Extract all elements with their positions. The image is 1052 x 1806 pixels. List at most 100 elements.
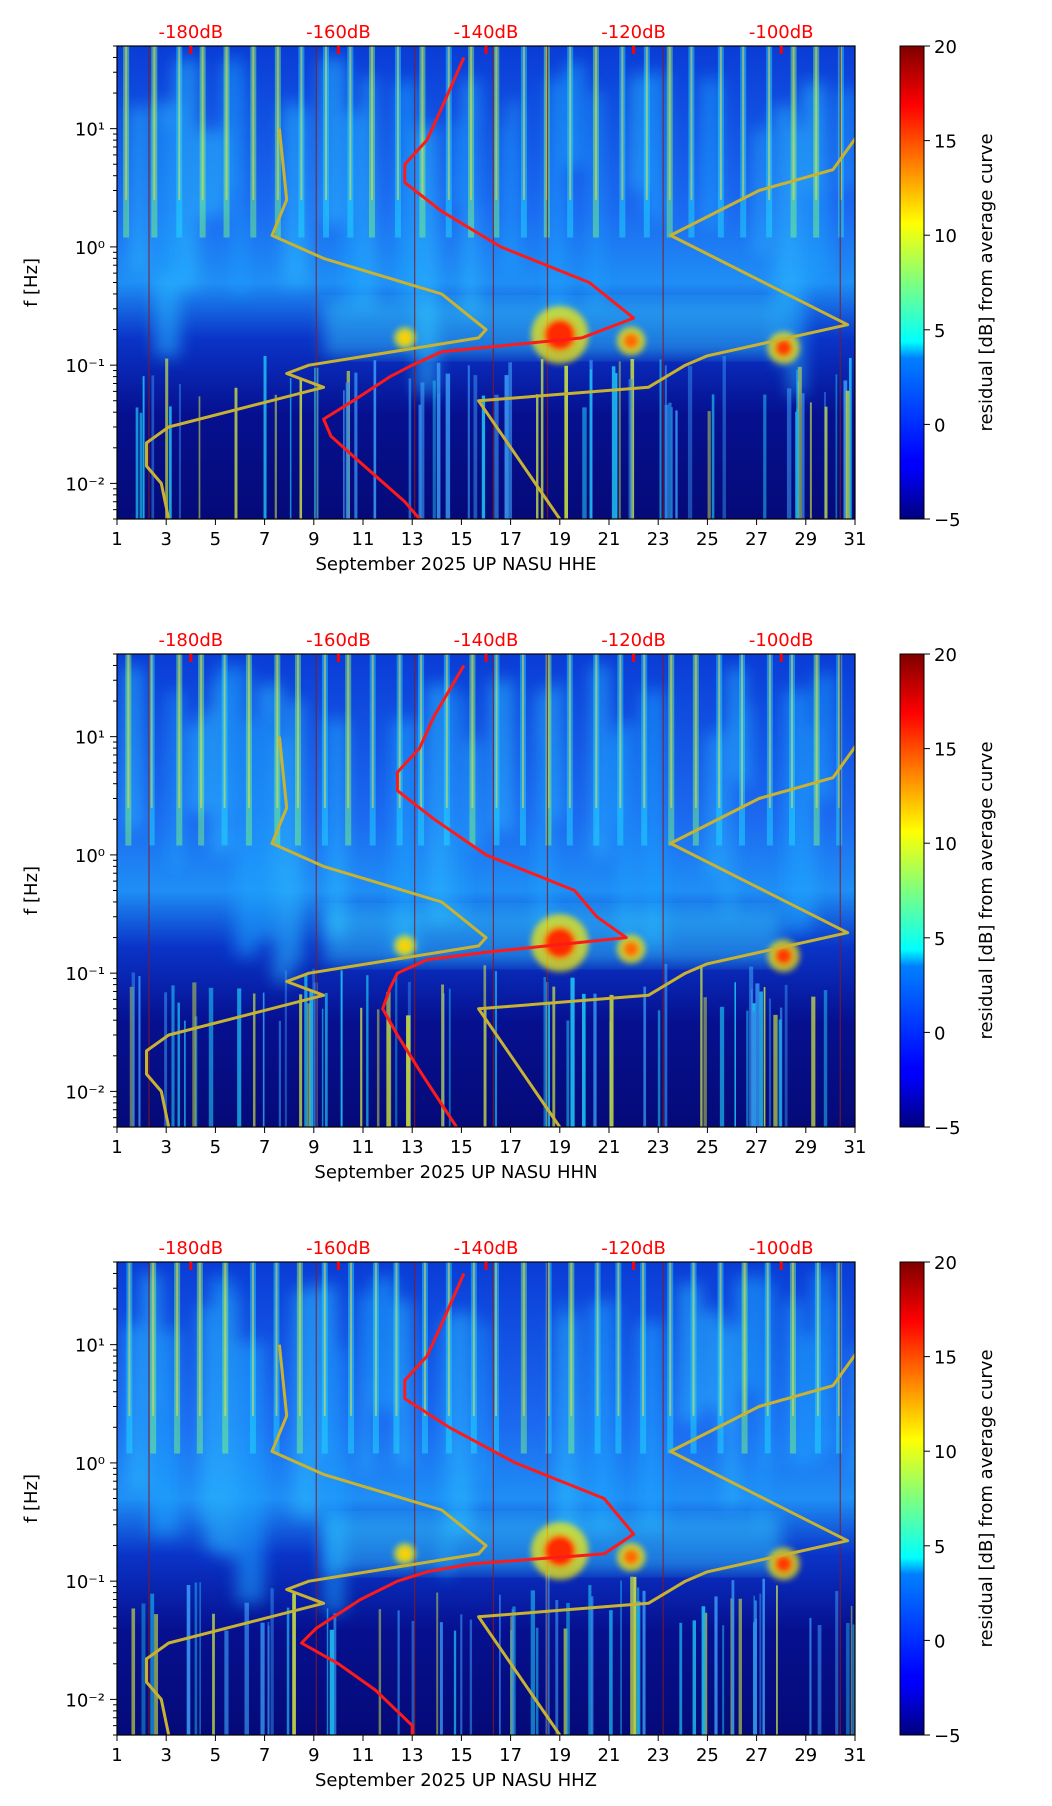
lf-streak — [823, 990, 828, 1127]
x-axis-label: September 2025 UP NASU HHE — [315, 554, 596, 575]
lf-streak — [178, 383, 181, 519]
hf-column-core — [495, 654, 498, 808]
lf-streak — [177, 1002, 180, 1127]
colorbar-tick-label: 5 — [934, 929, 945, 950]
texture-band — [234, 75, 246, 294]
x-tick-label: 23 — [647, 529, 670, 550]
lf-streak — [432, 380, 436, 519]
x-tick-label: 17 — [499, 1745, 522, 1766]
x-tick-label: 11 — [352, 1137, 375, 1158]
hf-column-core — [719, 1262, 722, 1416]
lf-streak — [460, 1614, 463, 1735]
lf-streak — [312, 968, 315, 1127]
lf-streak — [589, 369, 593, 519]
lf-streak — [664, 963, 668, 1127]
reference-curve — [477, 136, 855, 519]
lf-streak — [566, 1020, 570, 1127]
colorbar: −5 0 5 10 15 20 residual [dB] from average cur… — [899, 1253, 997, 1747]
colorbar-tick-label: 0 — [934, 1631, 945, 1652]
reference-curve — [145, 1344, 488, 1735]
db-axis-label: -160dB — [306, 630, 371, 651]
lf-streak — [824, 406, 828, 519]
lf-streak — [299, 378, 303, 519]
y-axis-label: f [Hz] — [21, 1474, 42, 1523]
lf-streak — [636, 1600, 641, 1735]
x-tick-label: 19 — [548, 1745, 571, 1766]
lf-streak — [445, 373, 451, 519]
lf-streak — [418, 404, 422, 519]
lf-streak — [750, 988, 753, 1127]
colorbar-tick-label: 10 — [934, 834, 957, 855]
lf-streak — [395, 973, 398, 1127]
lf-streak — [657, 1010, 661, 1127]
lf-streak — [481, 395, 486, 519]
hf-column-core — [595, 654, 598, 808]
texture-band — [839, 89, 855, 188]
lf-streak — [846, 1623, 850, 1735]
texture-band — [700, 78, 721, 228]
lf-streak — [615, 373, 618, 519]
lf-streak — [564, 365, 569, 519]
texture-band — [129, 106, 148, 274]
lf-streak — [731, 1580, 735, 1735]
x-tick-label: 1 — [111, 1137, 122, 1158]
hf-column-core — [768, 46, 771, 200]
lf-streak — [483, 965, 487, 1127]
x-tick-label: 17 — [499, 1137, 522, 1158]
lf-streak — [535, 1627, 539, 1735]
x-tick-label: 27 — [745, 1137, 768, 1158]
low-frequency-streaks — [135, 355, 852, 519]
db-axis-label: -100dB — [749, 630, 814, 651]
lf-streak — [563, 1628, 568, 1735]
x-tick-label: 3 — [160, 529, 171, 550]
lf-streak — [508, 362, 513, 519]
lf-streak — [504, 375, 509, 519]
hf-column-core — [447, 1262, 450, 1416]
hf-column-core — [447, 46, 450, 200]
x-tick-label: 15 — [450, 1745, 473, 1766]
lf-streak — [552, 986, 556, 1127]
hf-column-core — [766, 1262, 769, 1416]
spectrogram-area — [117, 1262, 855, 1735]
hot-spot — [543, 1534, 576, 1567]
hf-column-core — [792, 46, 795, 200]
texture-band — [358, 114, 373, 208]
hot-spot — [774, 338, 793, 357]
lf-streak — [835, 1591, 839, 1735]
lf-streak — [620, 1580, 622, 1735]
hf-column-core — [670, 654, 673, 808]
hot-spot — [623, 1549, 640, 1566]
lf-streak — [164, 992, 168, 1127]
lf-streak — [801, 393, 805, 519]
lf-streak — [593, 993, 597, 1127]
lf-streak — [664, 404, 669, 519]
x-tick-label: 3 — [160, 1137, 171, 1158]
lf-streak — [326, 1608, 329, 1735]
texture-band — [735, 1277, 759, 1390]
high-frequency-columns — [125, 654, 843, 846]
hf-column-core — [371, 654, 374, 808]
x-tick-label: 17 — [499, 529, 522, 550]
texture-band — [826, 1300, 836, 1451]
hf-column-core — [617, 1262, 620, 1416]
hf-column-core — [838, 1262, 841, 1416]
lf-streak — [284, 970, 287, 1127]
lf-streak — [738, 1598, 742, 1735]
x-tick-label: 27 — [745, 1745, 768, 1766]
x-tick-label: 29 — [794, 1137, 817, 1158]
lf-streak — [692, 1620, 697, 1735]
texture-band — [600, 735, 631, 827]
x-tick-label: 25 — [696, 1745, 719, 1766]
spectrogram-texture — [125, 1272, 855, 1614]
lf-streak — [397, 1610, 400, 1735]
lf-streak — [376, 1009, 380, 1127]
lf-streak — [746, 1010, 749, 1127]
colorbar-tick-label: 5 — [934, 321, 945, 342]
lf-streak — [270, 1588, 274, 1735]
lf-streak — [139, 412, 143, 519]
hf-column-core — [645, 46, 648, 200]
hot-spot — [774, 1554, 793, 1573]
colorbar: −5 0 5 10 15 20 residual [dB] from average cur… — [899, 645, 997, 1139]
lf-streak — [700, 965, 703, 1127]
